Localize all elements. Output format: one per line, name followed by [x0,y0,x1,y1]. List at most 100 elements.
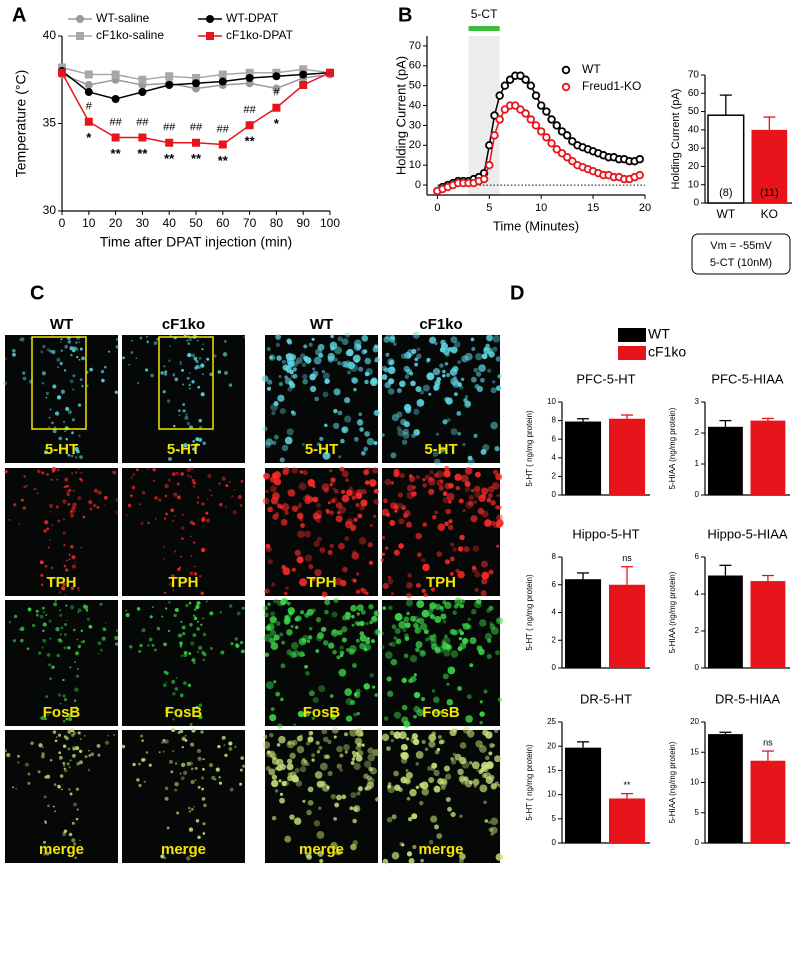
cell [474,571,481,578]
cell [49,539,51,541]
cell [400,743,408,751]
cell [417,617,425,625]
cell [409,788,417,797]
cell [286,763,294,771]
cell [458,775,466,783]
cell [406,491,415,500]
cell [305,741,311,746]
cell [47,546,50,549]
cell [337,510,341,515]
cell [294,767,300,773]
y-tick-label: 15 [547,766,556,775]
cell [130,494,133,497]
legend-label: cF1ko-DPAT [226,28,294,42]
micrograph [382,335,500,463]
cell [406,592,412,599]
cell [161,615,164,618]
cell [300,766,307,773]
cell [471,347,476,352]
cell [430,815,438,823]
cell [456,411,462,416]
marker [511,101,520,110]
cell [398,620,407,629]
cell [69,510,74,515]
cell [271,815,277,821]
cell [296,556,304,564]
cell [202,758,205,761]
marker [557,149,567,158]
cell [457,570,465,579]
cell [231,495,234,498]
cell [430,587,436,592]
cell [194,608,197,611]
cell [359,505,365,511]
cell [167,629,171,633]
cell [29,337,32,340]
marker [165,72,174,81]
cell [286,601,291,606]
cell [444,396,450,402]
cell [323,754,329,759]
cell [357,513,363,519]
cell [294,549,301,557]
cell [350,526,356,532]
cell [201,797,206,801]
cell [45,396,48,399]
cell [369,523,373,527]
legend-label: cF1ko [648,344,686,360]
cell [287,339,293,345]
cell [164,483,169,489]
significance-label: * [86,130,92,145]
cell [458,498,464,504]
cell [398,518,405,525]
cell [312,512,320,520]
cell [302,469,308,476]
cell [265,442,271,448]
cell [428,634,435,641]
cell [15,787,18,790]
cell [484,519,492,527]
cell [239,768,243,772]
cell [339,768,343,772]
significance-label: ** [624,780,632,790]
significance-label: ## [109,116,122,128]
cell [396,426,402,431]
y-tick-label: 10 [690,778,699,787]
marker [138,88,147,96]
cell [74,661,76,664]
cell [366,775,372,781]
cell [271,410,276,416]
cell [473,784,478,788]
cell [413,622,419,628]
y-tick-label: 2 [552,472,557,481]
marker [299,70,308,79]
cell [444,352,450,357]
cell [439,710,443,715]
cell [424,474,431,481]
cell [333,357,338,362]
cell [137,382,139,384]
cell [350,792,357,799]
cell [43,840,46,844]
cell [283,617,291,625]
cell [481,353,488,360]
cell [69,410,72,413]
cell [444,634,448,639]
cell [425,359,430,363]
cell [162,545,166,549]
column-header: cF1ko [419,316,462,333]
cell [312,367,316,371]
cell [327,771,333,777]
cell [387,605,393,611]
cell [490,421,498,430]
cell [323,736,329,743]
cell [474,587,479,592]
cell [390,658,398,666]
cell [193,661,196,665]
cell [223,744,226,746]
cell [187,352,192,358]
cell [406,484,414,492]
cell [402,431,410,439]
cell [415,475,420,480]
